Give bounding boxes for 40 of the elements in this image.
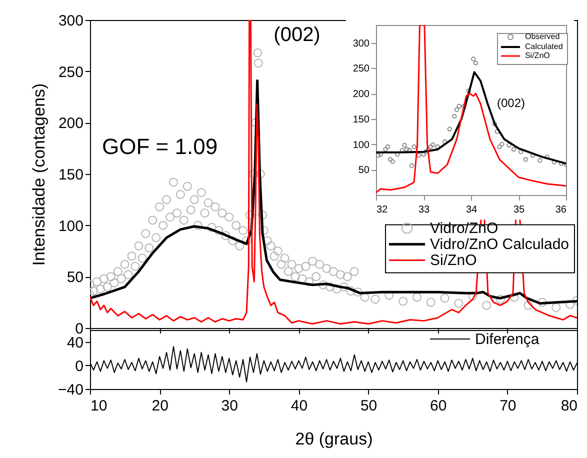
y-tick-label: −40 (58, 382, 84, 398)
y-tick-label: 200 (352, 89, 370, 100)
y-tick-label: 300 (352, 38, 370, 50)
y-tick-label: 150 (58, 166, 84, 184)
x-axis-title: 2θ (graus) (295, 430, 373, 448)
legend-label: Calculated (524, 42, 563, 51)
y-axis-title: Intensidade (contagens) (29, 83, 48, 266)
x-tick-label: 20 (152, 398, 168, 414)
x-tick-label: 10 (90, 398, 108, 414)
legend-label: Vidro/ZnO Calculado (430, 236, 570, 254)
x-tick-label: 34 (466, 204, 478, 216)
x-tick-label: 30 (221, 398, 238, 414)
legend-label: Vidro/ZnO (430, 220, 498, 238)
x-tick-label: 33 (418, 204, 430, 216)
y-tick-label: 100 (58, 218, 84, 235)
annotation: GOF = 1.09 (102, 134, 218, 159)
y-tick-label: 50 (66, 269, 84, 286)
line-series (376, 25, 566, 194)
y-tick-label: 300 (58, 12, 84, 30)
x-tick-label: 60 (430, 398, 447, 414)
y-tick-label: 200 (58, 115, 84, 132)
annotation: (002) (274, 24, 320, 46)
annotation: (002) (496, 96, 526, 110)
line-series (376, 71, 566, 165)
legend-label: Si/ZnO (430, 252, 477, 270)
y-tick-label: 0 (75, 358, 84, 375)
legend-label: Diferença (475, 331, 540, 348)
x-tick-label: 40 (290, 398, 308, 414)
x-tick-label: 80 (560, 398, 578, 414)
x-tick-label: 36 (555, 204, 567, 216)
y-tick-label: 150 (352, 114, 370, 126)
x-tick-label: 70 (500, 398, 516, 414)
y-tick-label: 100 (352, 140, 370, 151)
x-tick-label: 35 (513, 204, 525, 216)
legend-label: Observed (524, 32, 560, 41)
y-tick-label: 50 (358, 165, 370, 176)
x-tick-label: 32 (376, 204, 388, 216)
y-tick-label: 250 (58, 64, 84, 81)
y-tick-label: 250 (352, 64, 370, 75)
legend-label: Si/ZnO (524, 51, 550, 60)
